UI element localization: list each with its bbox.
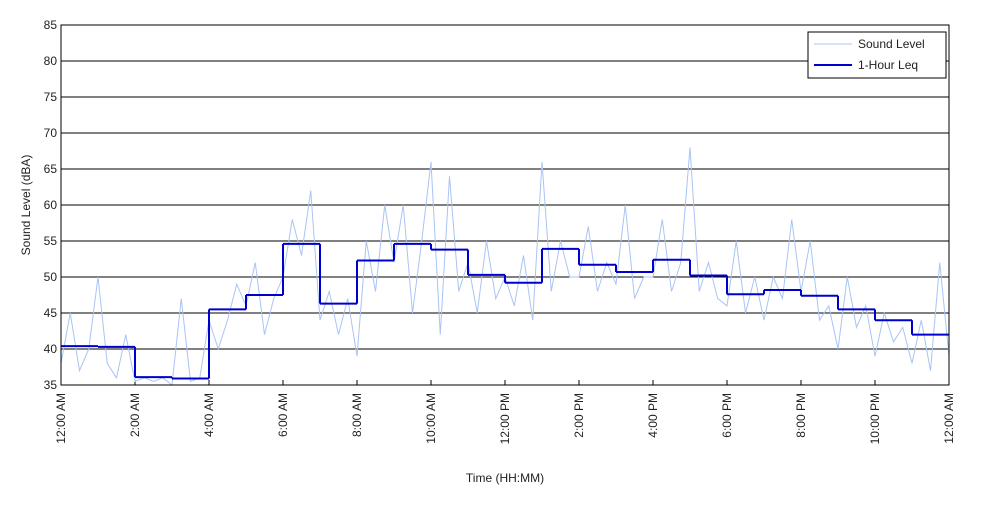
y-tick-label: 40 [44, 342, 58, 356]
y-tick-label: 75 [44, 90, 58, 104]
legend-label: 1-Hour Leq [858, 58, 918, 72]
x-axis-label: Time (HH:MM) [466, 471, 544, 485]
leq-riser [97, 243, 913, 379]
y-tick-label: 60 [44, 198, 58, 212]
x-tick-label: 6:00 AM [276, 393, 290, 437]
y-tick-label: 45 [44, 306, 58, 320]
x-tick-label: 4:00 PM [646, 393, 660, 438]
x-tick-label: 2:00 AM [128, 393, 142, 437]
x-tick-label: 8:00 PM [794, 393, 808, 438]
y-tick-label: 55 [44, 234, 58, 248]
x-tick-label: 10:00 PM [868, 393, 882, 444]
y-tick-label: 85 [44, 18, 58, 32]
x-tick-label: 6:00 PM [720, 393, 734, 438]
x-tick-label: 12:00 AM [942, 393, 956, 444]
y-axis-label: Sound Level (dBA) [19, 155, 33, 256]
y-tick-label: 70 [44, 126, 58, 140]
x-tick-label: 8:00 AM [350, 393, 364, 437]
x-tick-label: 12:00 AM [54, 393, 68, 444]
legend-label: Sound Level [858, 37, 925, 51]
x-tick-label: 4:00 AM [202, 393, 216, 437]
y-tick-label: 50 [44, 270, 58, 284]
legend-box [807, 31, 947, 79]
x-tick-label: 2:00 PM [572, 393, 586, 438]
x-tick-label: 12:00 PM [498, 393, 512, 444]
y-tick-label: 35 [44, 378, 58, 392]
plot-frame [60, 24, 950, 386]
x-tick-label: 10:00 AM [424, 393, 438, 444]
y-tick-label: 65 [44, 162, 58, 176]
y-tick-label: 80 [44, 54, 58, 68]
series-layer [60, 147, 950, 386]
